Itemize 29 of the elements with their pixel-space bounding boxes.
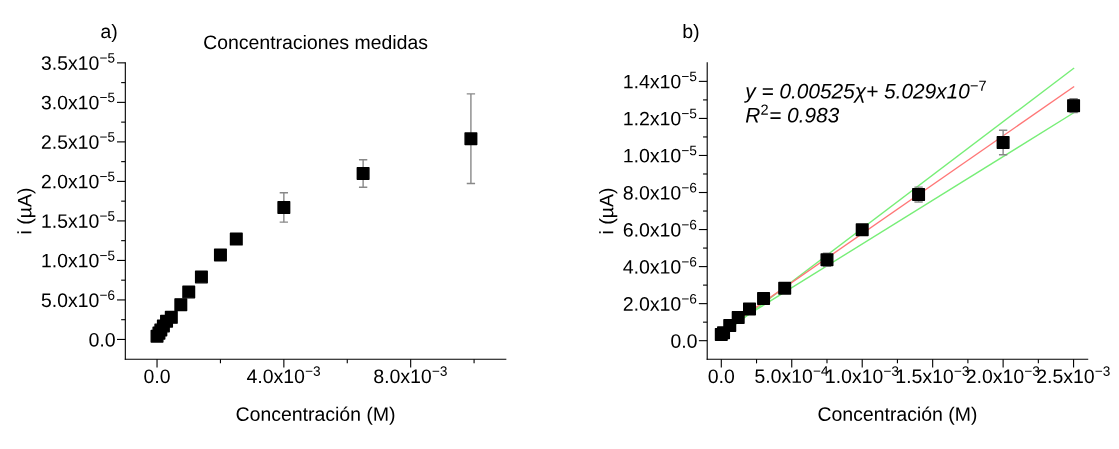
x-tick-label: 4.0x10$^{−3}$	[246, 366, 320, 384]
y-tick-label: 3.0x10$^{−5}$	[41, 92, 115, 110]
y-tick-label: 1.0x10$^{−5}$	[42, 250, 115, 268]
annotation: R$^{2}$= 0.983	[745, 104, 840, 123]
y-tick-label: 0.0	[671, 334, 697, 348]
y-tick-label: 3.5x10$^{−5}$	[41, 53, 115, 70]
text: b)	[683, 23, 699, 43]
y-tick-label: 1.5x10$^{−5}$	[42, 211, 115, 228]
x-tick-label: 0.0	[144, 369, 170, 384]
y-tick-label: 2.0x10$^{−6}$	[623, 293, 697, 311]
x-axis-title: Concentración (M)	[236, 406, 395, 425]
x-tick-label: 8.0x10$^{−3}$	[374, 366, 447, 384]
y-tick-label: 2.0x10$^{−5}$	[41, 171, 115, 189]
y-tick-label: 4.0x10$^{−6}$	[623, 256, 697, 274]
y-tick-label: 1.0x10$^{−5}$	[624, 145, 697, 163]
y-tick-label: 6.0x10$^{−6}$	[623, 219, 697, 237]
y-tick-label: 1.4x10$^{−5}$	[624, 71, 697, 89]
y-axis-title: i (µA)	[599, 188, 618, 234]
y-axis-title: i (µA)	[17, 188, 36, 234]
y-tick-label: 2.5x10$^{−5}$	[41, 132, 115, 149]
x-axis-title: Concentración (M)	[818, 406, 977, 425]
x-tick-label: 0.0	[708, 369, 735, 384]
y-tick-label: 8.0x10$^{−6}$	[623, 182, 697, 200]
text: a)	[101, 23, 117, 43]
chart-title: Concentraciones medidas	[204, 34, 428, 50]
y-tick-label: 0.0	[89, 332, 115, 347]
annotation: y = 0.00525χ+ 5.029x10$^{−7}$	[744, 80, 986, 103]
y-tick-label: 1.2x10$^{−5}$	[624, 108, 697, 126]
y-tick-label: 5.0x10$^{−6}$	[41, 290, 115, 308]
